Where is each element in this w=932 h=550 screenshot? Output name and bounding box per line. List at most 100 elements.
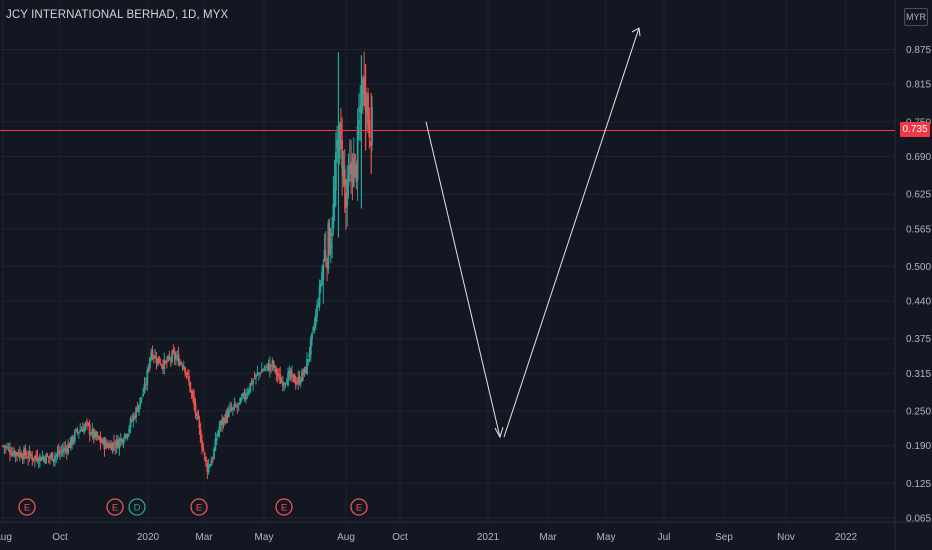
candle-body bbox=[68, 444, 71, 448]
candle-body bbox=[249, 383, 252, 392]
candle-body bbox=[213, 448, 215, 459]
candle-body bbox=[321, 272, 323, 285]
candle-body bbox=[259, 373, 262, 375]
candle-body bbox=[299, 381, 302, 384]
candle-body bbox=[37, 462, 40, 464]
candle-body bbox=[92, 428, 95, 439]
candle-body bbox=[140, 397, 143, 399]
candle-body bbox=[177, 354, 180, 366]
candle-body bbox=[160, 364, 163, 366]
candle-body bbox=[118, 439, 121, 449]
x-tick-label: Oct bbox=[392, 532, 408, 543]
candle-body bbox=[172, 350, 175, 353]
candle-body bbox=[111, 442, 114, 452]
y-tick-label: 0.875 bbox=[906, 45, 931, 56]
candle-body bbox=[86, 421, 88, 423]
candle-body bbox=[42, 457, 45, 459]
candle-body bbox=[40, 457, 43, 461]
candle-body bbox=[64, 447, 67, 449]
event-circle bbox=[190, 498, 208, 516]
candle-body bbox=[142, 393, 144, 397]
candle-body bbox=[347, 175, 350, 187]
dividend-event-marker[interactable]: D bbox=[128, 498, 146, 516]
candle-body bbox=[194, 403, 197, 414]
candle-body bbox=[217, 431, 220, 437]
candle-body bbox=[6, 446, 9, 449]
candle-body bbox=[169, 359, 172, 361]
earnings-event-marker[interactable]: E bbox=[275, 498, 293, 516]
candle-body bbox=[94, 432, 96, 438]
candle-body bbox=[18, 452, 21, 457]
candle-body bbox=[316, 305, 318, 317]
candle-body bbox=[245, 395, 247, 400]
x-tick-label: 2020 bbox=[137, 532, 160, 543]
candle-body bbox=[203, 452, 206, 455]
candle-body bbox=[239, 398, 242, 405]
candle-body bbox=[336, 139, 339, 149]
arrowhead-up bbox=[631, 27, 641, 37]
currency-badge[interactable]: MYR bbox=[904, 8, 928, 26]
candle-body bbox=[69, 437, 72, 448]
candle-body bbox=[306, 359, 308, 375]
candle-body bbox=[36, 456, 39, 462]
candle-body bbox=[35, 454, 38, 458]
candle-body bbox=[159, 362, 162, 365]
candle-body bbox=[98, 436, 100, 440]
candle-body bbox=[222, 418, 225, 423]
candle-body bbox=[345, 192, 347, 209]
earnings-event-marker[interactable]: E bbox=[190, 498, 208, 516]
candle-body bbox=[268, 363, 271, 371]
candle-body bbox=[287, 372, 289, 386]
candle-body bbox=[363, 76, 366, 95]
candle-body bbox=[279, 374, 282, 384]
candle-body bbox=[146, 369, 149, 385]
event-letter: E bbox=[112, 503, 118, 514]
candle-body bbox=[4, 446, 7, 448]
candle-body bbox=[225, 411, 228, 423]
candle-body bbox=[133, 415, 136, 419]
candle-body bbox=[301, 371, 303, 382]
candle-body bbox=[122, 440, 125, 444]
y-tick-label: 0.625 bbox=[906, 190, 931, 201]
candle-body bbox=[255, 374, 257, 378]
candle-body bbox=[252, 380, 255, 384]
candle-body bbox=[361, 78, 364, 106]
candle-body bbox=[181, 365, 184, 368]
candle-body bbox=[184, 367, 186, 373]
candle-body bbox=[243, 392, 246, 398]
candle-body bbox=[129, 418, 132, 428]
candle-body bbox=[288, 371, 291, 374]
candle-body bbox=[260, 369, 263, 373]
candle-body bbox=[303, 367, 306, 374]
candle-body bbox=[189, 382, 192, 392]
candle-body bbox=[318, 286, 321, 306]
candle-body bbox=[207, 464, 210, 473]
candle-body bbox=[218, 426, 221, 432]
candle-body bbox=[193, 396, 196, 406]
candle-body bbox=[283, 383, 286, 385]
y-tick-label: 0.190 bbox=[906, 441, 931, 452]
candle-body bbox=[256, 372, 259, 374]
candle-body bbox=[242, 393, 244, 397]
candle-body bbox=[61, 450, 64, 453]
candle-body bbox=[314, 314, 317, 325]
earnings-event-marker[interactable]: E bbox=[106, 498, 124, 516]
candle-body bbox=[275, 367, 278, 375]
candle-body bbox=[175, 357, 177, 360]
candle-body bbox=[188, 375, 190, 383]
candle-body bbox=[298, 376, 301, 384]
candle-body bbox=[293, 374, 296, 383]
candle-body bbox=[262, 369, 265, 371]
earnings-event-marker[interactable]: E bbox=[350, 498, 368, 516]
candle-body bbox=[144, 384, 147, 386]
candle-body bbox=[102, 438, 105, 444]
candle-body bbox=[24, 447, 27, 456]
candle-body bbox=[264, 366, 267, 368]
candle-body bbox=[107, 445, 110, 449]
candle-body bbox=[165, 360, 168, 363]
candle-body bbox=[271, 360, 274, 365]
earnings-event-marker[interactable]: E bbox=[18, 498, 36, 516]
x-tick-label: 2021 bbox=[477, 532, 500, 543]
candle-body bbox=[367, 93, 369, 126]
